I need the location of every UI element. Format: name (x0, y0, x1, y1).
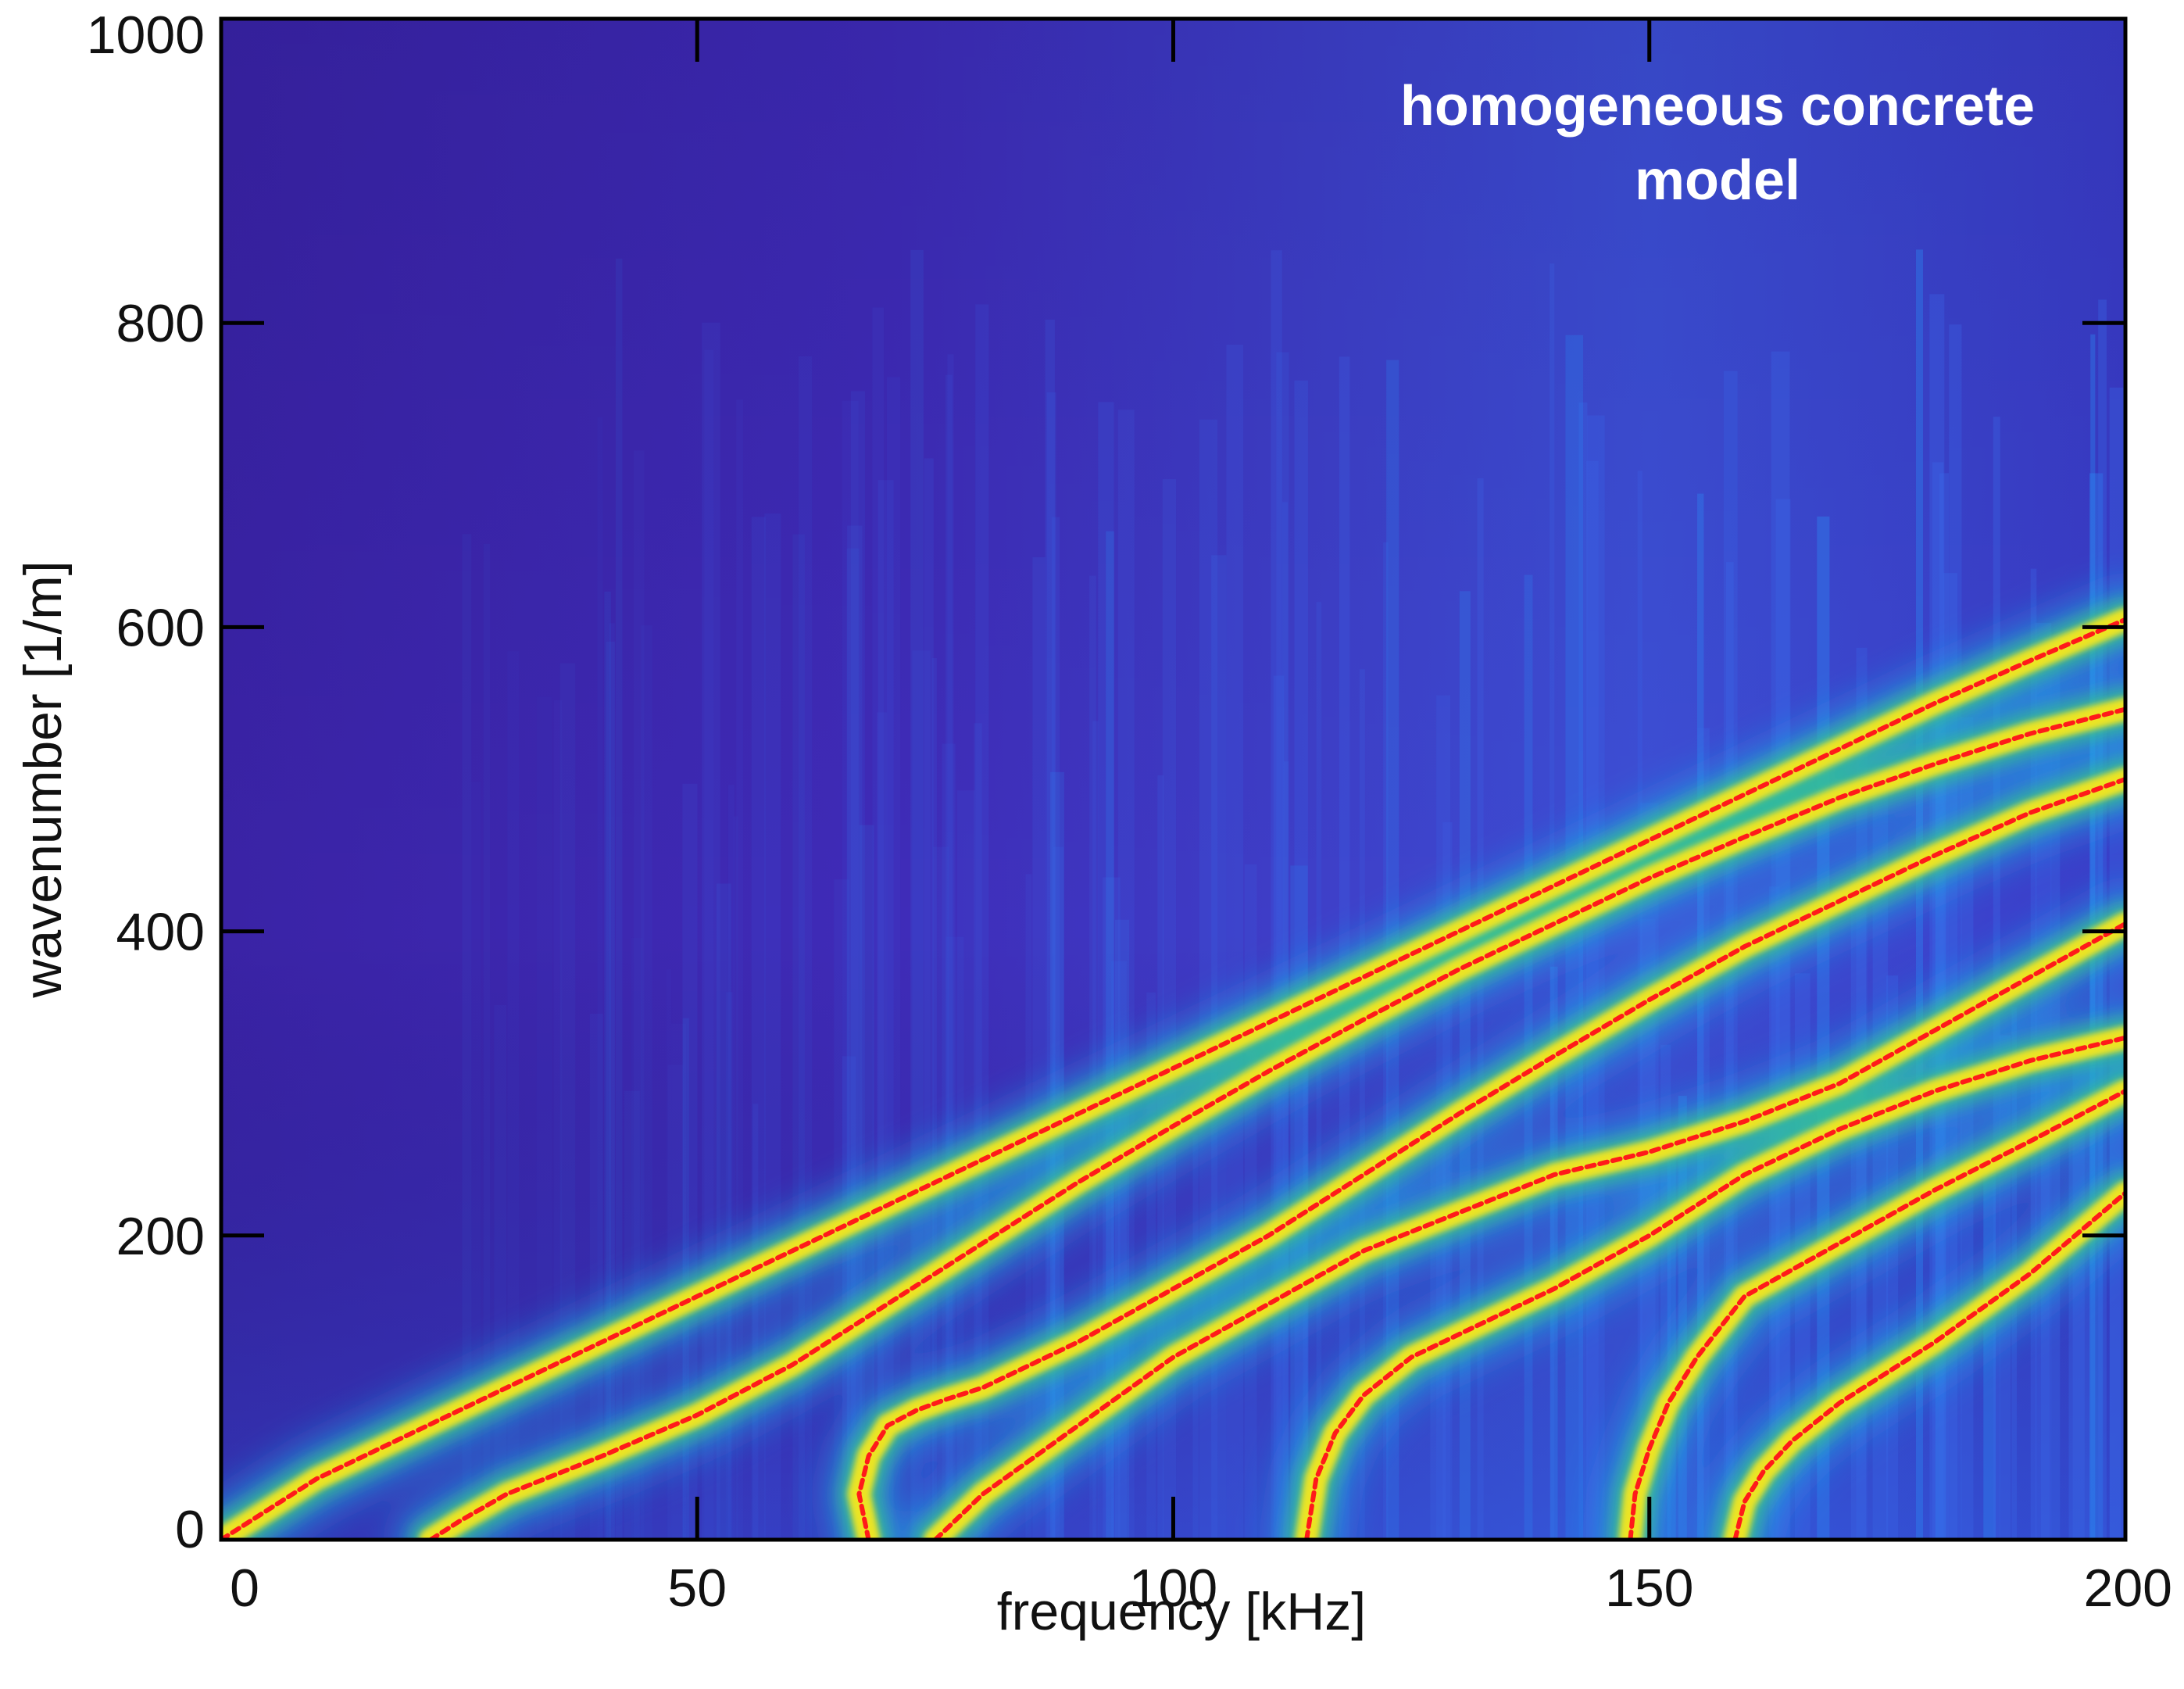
y-tick-label: 200 (116, 1207, 205, 1266)
spectral-stripe (615, 258, 623, 1540)
axis-ticks (219, 16, 2128, 1542)
mode-curve-3 (856, 777, 2125, 1540)
spectral-stripe (609, 623, 615, 1540)
spectral-stripe (559, 663, 576, 1540)
spectral-stripe (597, 417, 603, 1540)
spectral-stripe (1294, 380, 1308, 1540)
x-tick-label: 150 (1605, 1558, 1693, 1618)
mode-curve-5 (1304, 1035, 2125, 1540)
spectral-stripe (945, 374, 953, 1540)
mode-curve-2 (428, 707, 2125, 1540)
spectral-stripe (1359, 669, 1365, 1540)
spectral-stripe (2072, 1032, 2091, 1540)
spectral-stripe (604, 591, 611, 1540)
spectral-stripe (1046, 392, 1056, 1540)
spectral-stripe (704, 349, 714, 1540)
spectral-stripe (666, 969, 672, 1540)
spectral-stripe (1089, 575, 1096, 1540)
spectral-stripe (507, 651, 520, 1540)
spectral-stripe (702, 322, 720, 1540)
y-tick-label: 400 (116, 903, 205, 962)
annotation-line-1: homogeneous concrete (1400, 75, 2035, 138)
spectral-stripe (931, 657, 937, 1540)
spectral-stripe (483, 543, 491, 1540)
x-tick-label: 200 (2084, 1558, 2172, 1618)
x-tick-labels: 0 50 100 150 200 (230, 1558, 2172, 1618)
spectral-stripe (886, 377, 901, 1540)
y-tick-label: 600 (116, 598, 205, 657)
spectral-stripe (1032, 556, 1046, 1540)
y-axis-title: wavenumber [1/m] (13, 560, 73, 998)
spectral-stripe (1283, 761, 1289, 1540)
mode-curve-4 (932, 921, 2125, 1540)
x-tick-label: 0 (230, 1558, 259, 1618)
spectral-stripe (1117, 410, 1135, 1540)
spectral-stripe (1052, 517, 1060, 1540)
spectral-stripe (631, 937, 642, 1540)
y-tick-label: 800 (116, 294, 205, 353)
spectral-stripe (1769, 886, 1780, 1540)
spectral-stripe (1697, 493, 1704, 1540)
spectral-stripe (1949, 324, 1962, 1540)
x-tick-label: 100 (1129, 1558, 1217, 1618)
y-tick-label: 0 (175, 1500, 205, 1559)
x-axis-title: frequency [kHz] (997, 1582, 1366, 1641)
y-tick-labels: 0 200 400 600 800 1000 (87, 5, 205, 1559)
y-tick-label: 1000 (87, 5, 205, 65)
spectral-stripe (462, 534, 472, 1540)
spectral-stripe (1477, 478, 1484, 1540)
mode-curve-6 (1628, 1088, 2125, 1540)
mode-curve-7 (1732, 1190, 2125, 1540)
spectral-stripe (736, 399, 743, 1540)
spectral-stripe (1106, 531, 1114, 1540)
spectral-stripe (947, 354, 954, 1540)
spectral-stripe (1098, 402, 1114, 1540)
spectral-stripe (606, 641, 616, 1540)
annotation-line-2: model (1635, 149, 1800, 212)
spectral-stripe (634, 450, 645, 1540)
spectral-stripe (1725, 562, 1734, 1540)
spectral-stripe (553, 700, 563, 1540)
dispersion-curves (221, 617, 2125, 1540)
spectral-stripe (682, 783, 698, 1540)
x-tick-label: 50 (667, 1558, 727, 1618)
spectral-stripe (727, 785, 735, 1540)
spectral-stripe (1578, 402, 1588, 1540)
spectral-stripe (733, 816, 738, 1540)
spectral-stripe (589, 1014, 603, 1540)
spectral-stripe (2068, 1096, 2085, 1540)
mode-curve-1 (221, 617, 2125, 1540)
spectral-stripe (752, 1104, 759, 1540)
